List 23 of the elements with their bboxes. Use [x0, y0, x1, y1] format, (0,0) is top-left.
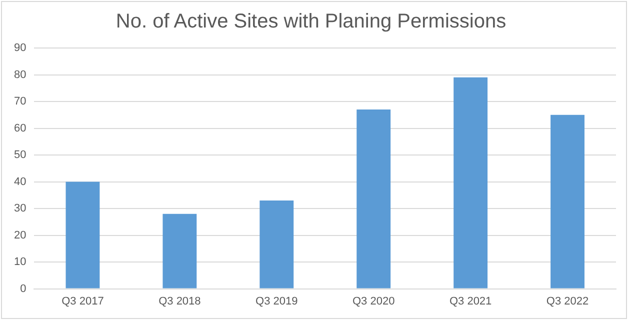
x-tick-label: Q3 2019	[256, 295, 298, 308]
y-tick-label: 60	[14, 122, 26, 134]
bar	[66, 182, 100, 288]
x-tick-label: Q3 2022	[546, 295, 589, 308]
bar	[550, 114, 584, 288]
y-tick-label: 20	[14, 229, 26, 242]
x-tick-label: Q3 2020	[352, 295, 395, 308]
y-tick-label: 30	[14, 202, 26, 215]
bar	[356, 110, 391, 288]
x-tick-label: Q3 2017	[62, 295, 104, 308]
bar	[260, 200, 294, 288]
x-tick-label: Q3 2018	[158, 295, 201, 308]
y-tick-label: 0	[20, 282, 26, 295]
bar	[454, 77, 488, 288]
y-tick-label: 90	[14, 42, 26, 54]
y-tick-label: 80	[14, 68, 26, 81]
y-tick-label: 40	[14, 176, 26, 188]
y-tick-label: 70	[14, 96, 26, 108]
x-tick-label: Q3 2021	[449, 295, 492, 308]
y-tick-label: 50	[14, 149, 26, 162]
chart-title: No. of Active Sites with Planing Permissions	[116, 10, 506, 33]
bar	[162, 214, 197, 288]
y-tick-label: 10	[14, 256, 26, 268]
